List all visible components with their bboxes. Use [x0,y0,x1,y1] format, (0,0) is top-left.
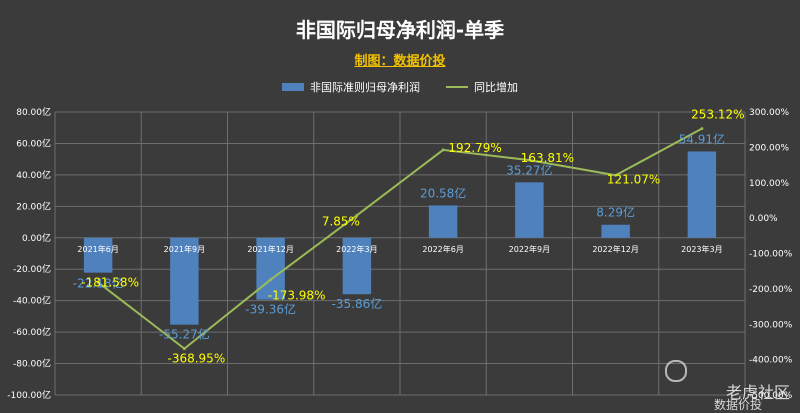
line-data-label: -181.58% [81,275,139,289]
line-point-6 [614,173,618,177]
x-tick-label: 2021年6月 [77,244,118,254]
y-right-tick-label: -300.00% [749,320,793,330]
y-left-tick-label: 20.00亿 [16,200,51,212]
y-left-tick-label: 80.00亿 [16,106,51,118]
legend-bar-label: 非国际准则归母净利润 [310,81,420,94]
tiger-logo-icon [665,360,687,382]
legend-item-bar: 非国际准则归母净利润 [282,79,420,95]
legend-bar-swatch [282,83,304,91]
bar-6 [601,224,630,238]
line-point-4 [441,148,445,152]
watermark-brand: 老虎社区 [725,383,790,402]
bar-data-label: -22.18亿 [73,276,124,291]
legend-item-line: 同比增加 [446,79,518,95]
y-right-tick-label: 100.00% [749,179,789,189]
x-tick-label: 2022年6月 [422,244,463,254]
yoy-line [97,127,703,350]
line-data-label: 7.85% [322,214,360,228]
bar-0 [83,237,113,273]
legend-line-swatch [446,86,468,88]
bar-data-label: 54.91亿 [679,131,725,146]
y-left-tick-label: -80.00亿 [13,358,51,370]
bar-data-label: 35.27亿 [506,162,552,177]
line-data-label: -173.98% [268,289,326,303]
bar-2 [256,237,285,300]
bar-1 [170,237,199,325]
y-left-tick-label: -100.00亿 [7,389,51,401]
line-point-5 [527,158,531,162]
x-tick-label: 2021年12月 [247,244,294,254]
x-tick-label: 2021年9月 [164,244,205,254]
line-point-2 [269,278,273,282]
bar-data-label: -39.36亿 [245,302,296,317]
y-left-tick-label: 60.00亿 [16,137,51,149]
line-data-label: 192.79% [448,141,501,155]
watermark-author: 数据价投 [713,398,762,412]
bar-3 [342,237,372,295]
bar-data-label: 8.29亿 [596,205,635,220]
line-data-label: 253.12% [691,108,744,122]
bar-7 [687,151,717,238]
x-tick-label: 2023年3月 [681,244,722,254]
bar-data-label: 20.58亿 [420,185,466,200]
line-point-0 [96,280,100,284]
bar-data-label: -35.86亿 [332,296,383,311]
y-left-tick-label: -20.00亿 [13,263,51,275]
legend-line-label: 同比增加 [474,81,518,94]
line-data-label: 121.07% [607,172,660,186]
y-right-tick-label: 300.00% [749,108,789,118]
bar-data-label: -55.27亿 [159,327,210,342]
y-right-tick-label: 200.00% [749,143,789,153]
x-tick-label: 2022年12月 [592,244,639,254]
y-right-tick-label: -500.00% [749,391,793,401]
line-point-3 [355,213,359,217]
legend: 非国际准则归母净利润 同比增加 [0,79,800,95]
x-tick-label: 2022年3月 [336,244,377,254]
y-left-tick-label: 40.00亿 [16,169,51,181]
y-left-tick-label: 0.00亿 [22,232,51,244]
bar-5 [515,182,544,238]
y-right-tick-label: -400.00% [749,356,793,366]
x-tick-label: 2022年9月 [509,244,550,254]
y-right-tick-label: 0.00% [749,214,778,224]
line-data-label: -368.95% [168,352,226,366]
bar-4 [428,205,458,238]
y-right-tick-label: -200.00% [749,285,793,295]
chart-title: 非国际归母净利润-单季 [295,18,505,42]
line-data-label: 163.81% [521,151,574,165]
line-point-7 [700,127,704,131]
y-left-tick-label: -60.00亿 [13,326,51,338]
line-point-1 [182,347,186,351]
y-left-tick-label: -40.00亿 [13,295,51,307]
y-right-tick-label: -100.00% [749,250,793,260]
chart-subtitle: 制图：数据价投 [354,54,446,69]
